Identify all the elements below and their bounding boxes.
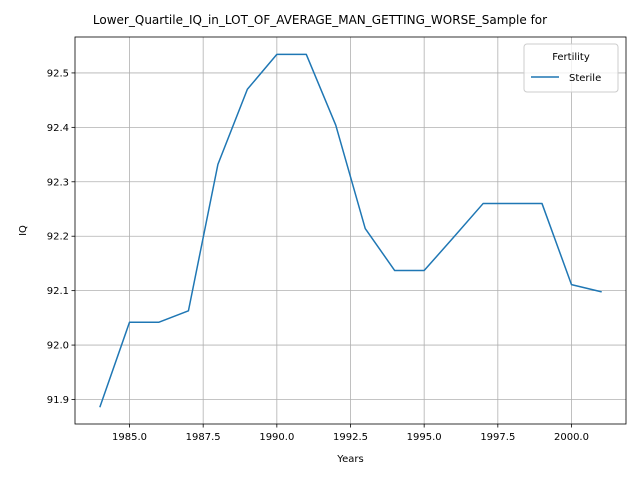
y-tick-label: 91.9 [47, 395, 69, 406]
y-tick-label: 92.5 [47, 68, 69, 79]
x-tick-label: 1997.5 [480, 432, 515, 443]
x-axis-label: Years [336, 454, 363, 465]
x-tick-label: 1985.0 [112, 432, 147, 443]
legend-box [523, 43, 619, 93]
y-tick-label: 92.3 [47, 177, 69, 188]
x-tick-label: 1990.0 [259, 432, 294, 443]
x-axis: 1985.0 1987.5 1990.0 1992.5 1995.0 1997.5 2000… [112, 424, 589, 443]
x-tick-label: 1995.0 [407, 432, 442, 443]
x-tick-label: 1992.5 [333, 432, 368, 443]
y-tick-label: 92.4 [47, 123, 69, 134]
legend: Fertility Sterile [523, 43, 619, 93]
chart-title: Lower_Quartile_IQ_in_LOT_OF_AVERAGE_MAN_… [93, 13, 547, 27]
x-tick-label: 2000.0 [554, 432, 589, 443]
y-tick-label: 92.2 [47, 232, 69, 243]
legend-label-sterile: Sterile [569, 73, 601, 84]
y-axis: 91.9 92.0 92.1 92.2 92.3 92.4 92.5 [47, 68, 75, 406]
series-line-sterile [99, 53, 602, 408]
y-axis-label: IQ [18, 225, 29, 236]
x-tick-label: 1987.5 [186, 432, 221, 443]
y-tick-label: 92.1 [47, 286, 69, 297]
y-tick-label: 92.0 [47, 341, 69, 352]
series-layer [99, 53, 602, 408]
legend-title: Fertility [552, 52, 590, 63]
grid [75, 37, 626, 424]
